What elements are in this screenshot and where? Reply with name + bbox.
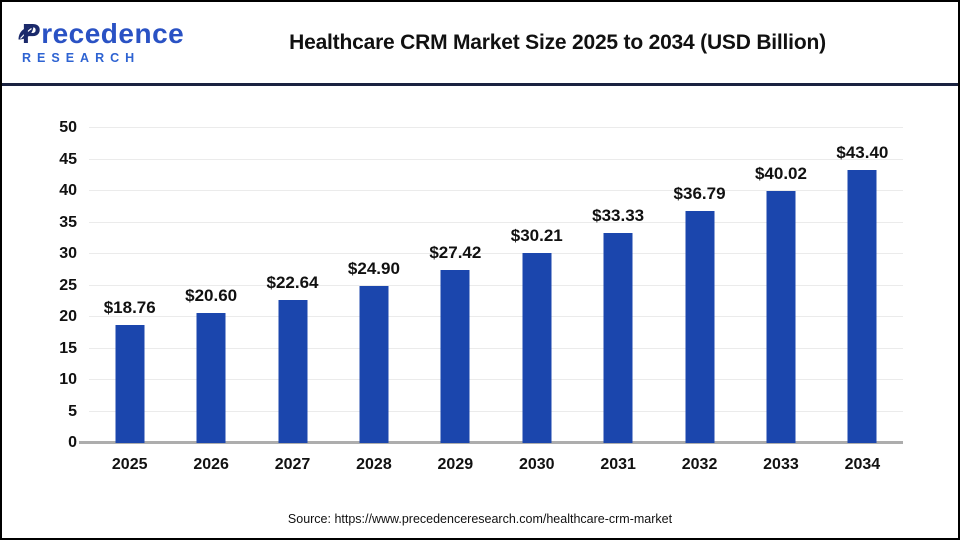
bar-value-label: $27.42 bbox=[429, 243, 482, 263]
x-axis-line bbox=[79, 441, 903, 444]
bar bbox=[115, 324, 145, 443]
x-axis-tick-label: 2029 bbox=[437, 456, 474, 473]
x-axis-tick-label: 2031 bbox=[600, 456, 636, 473]
bar-value-label: $43.40 bbox=[836, 142, 889, 162]
bar-value-label: $40.02 bbox=[754, 163, 807, 183]
x-axis-tick-label: 2032 bbox=[681, 456, 718, 473]
bar-value-label: $30.21 bbox=[510, 225, 563, 245]
gridline bbox=[89, 127, 903, 128]
bar bbox=[847, 169, 877, 443]
x-axis-tick-label: 2034 bbox=[844, 456, 881, 473]
bar-column: $24.90 2028 bbox=[333, 128, 414, 473]
bar-value-label: $20.60 bbox=[185, 286, 238, 306]
bar bbox=[522, 252, 552, 443]
bar bbox=[603, 233, 633, 443]
bar-value-label: $24.90 bbox=[347, 259, 400, 279]
logo-subtitle: RESEARCH bbox=[22, 51, 141, 65]
y-axis-tick-label: 20 bbox=[59, 308, 77, 325]
brand-logo: Precedence RESEARCH bbox=[2, 20, 187, 65]
gridline bbox=[89, 190, 903, 191]
y-axis-tick-label: 45 bbox=[59, 150, 77, 168]
gridline bbox=[89, 410, 903, 412]
header-divider bbox=[2, 83, 958, 86]
chart-section: $18.76 2025 $20.60 2026 $22.64 2027 $24.90 2028… bbox=[2, 86, 958, 538]
gridline bbox=[89, 379, 903, 380]
y-axis-tick-label: 10 bbox=[59, 371, 77, 388]
header: Precedence RESEARCH Healthcare CRM Marke… bbox=[2, 2, 958, 83]
gridline bbox=[89, 158, 903, 160]
gridline bbox=[89, 284, 903, 286]
x-axis-tick-label: 2027 bbox=[274, 456, 311, 473]
gridline bbox=[89, 316, 903, 317]
bar-column: $30.21 2030 bbox=[496, 128, 577, 473]
x-axis-tick-label: 2033 bbox=[763, 456, 799, 473]
bar-value-label: $22.64 bbox=[266, 273, 319, 293]
bar bbox=[278, 300, 308, 443]
plot-area: $18.76 2025 $20.60 2026 $22.64 2027 $24.90 2028… bbox=[59, 119, 903, 473]
bar-column: $43.40 2034 bbox=[822, 128, 903, 473]
bar bbox=[196, 313, 226, 443]
bar-column: $18.76 2025 bbox=[89, 128, 170, 473]
x-axis-tick-label: 2026 bbox=[193, 456, 229, 473]
x-axis-tick-label: 2028 bbox=[356, 456, 392, 473]
y-axis-tick-label: 40 bbox=[59, 182, 77, 199]
gridline bbox=[89, 221, 903, 223]
y-axis-tick-label: 0 bbox=[68, 434, 77, 451]
bar bbox=[359, 286, 389, 443]
bar-column: $20.60 2026 bbox=[170, 128, 251, 473]
y-axis-tick-label: 35 bbox=[59, 213, 77, 231]
gridline bbox=[89, 253, 903, 254]
page-title: Healthcare CRM Market Size 2025 to 2034 … bbox=[289, 30, 826, 54]
bar-column: $22.64 2027 bbox=[252, 128, 333, 473]
bar-column: $40.02 2033 bbox=[740, 128, 821, 473]
y-axis-tick-label: 25 bbox=[59, 276, 77, 294]
bar-value-label: $36.79 bbox=[673, 184, 726, 204]
bar-column: $27.42 2029 bbox=[415, 128, 496, 473]
y-axis-tick-label: 50 bbox=[59, 119, 77, 136]
bar bbox=[685, 211, 715, 443]
y-axis-tick-label: 30 bbox=[59, 245, 77, 262]
logo-wordmark: Precedence bbox=[22, 18, 185, 49]
bar-column: $36.79 2032 bbox=[659, 128, 740, 473]
y-axis-tick-label: 15 bbox=[59, 339, 77, 357]
bar-column: $33.33 2031 bbox=[577, 128, 658, 473]
gridline bbox=[89, 347, 903, 349]
bar bbox=[766, 190, 796, 443]
bar-value-label: $33.33 bbox=[592, 206, 645, 226]
source-note: Source: https://www.precedenceresearch.c… bbox=[287, 512, 673, 526]
bar-columns: $18.76 2025 $20.60 2026 $22.64 2027 $24.90 2028… bbox=[89, 128, 903, 473]
bar bbox=[440, 270, 470, 443]
y-axis-tick-label: 5 bbox=[68, 402, 77, 420]
x-axis-tick-label: 2030 bbox=[518, 456, 555, 473]
x-axis-tick-label: 2025 bbox=[111, 456, 148, 473]
bar-value-label: $18.76 bbox=[103, 297, 156, 317]
